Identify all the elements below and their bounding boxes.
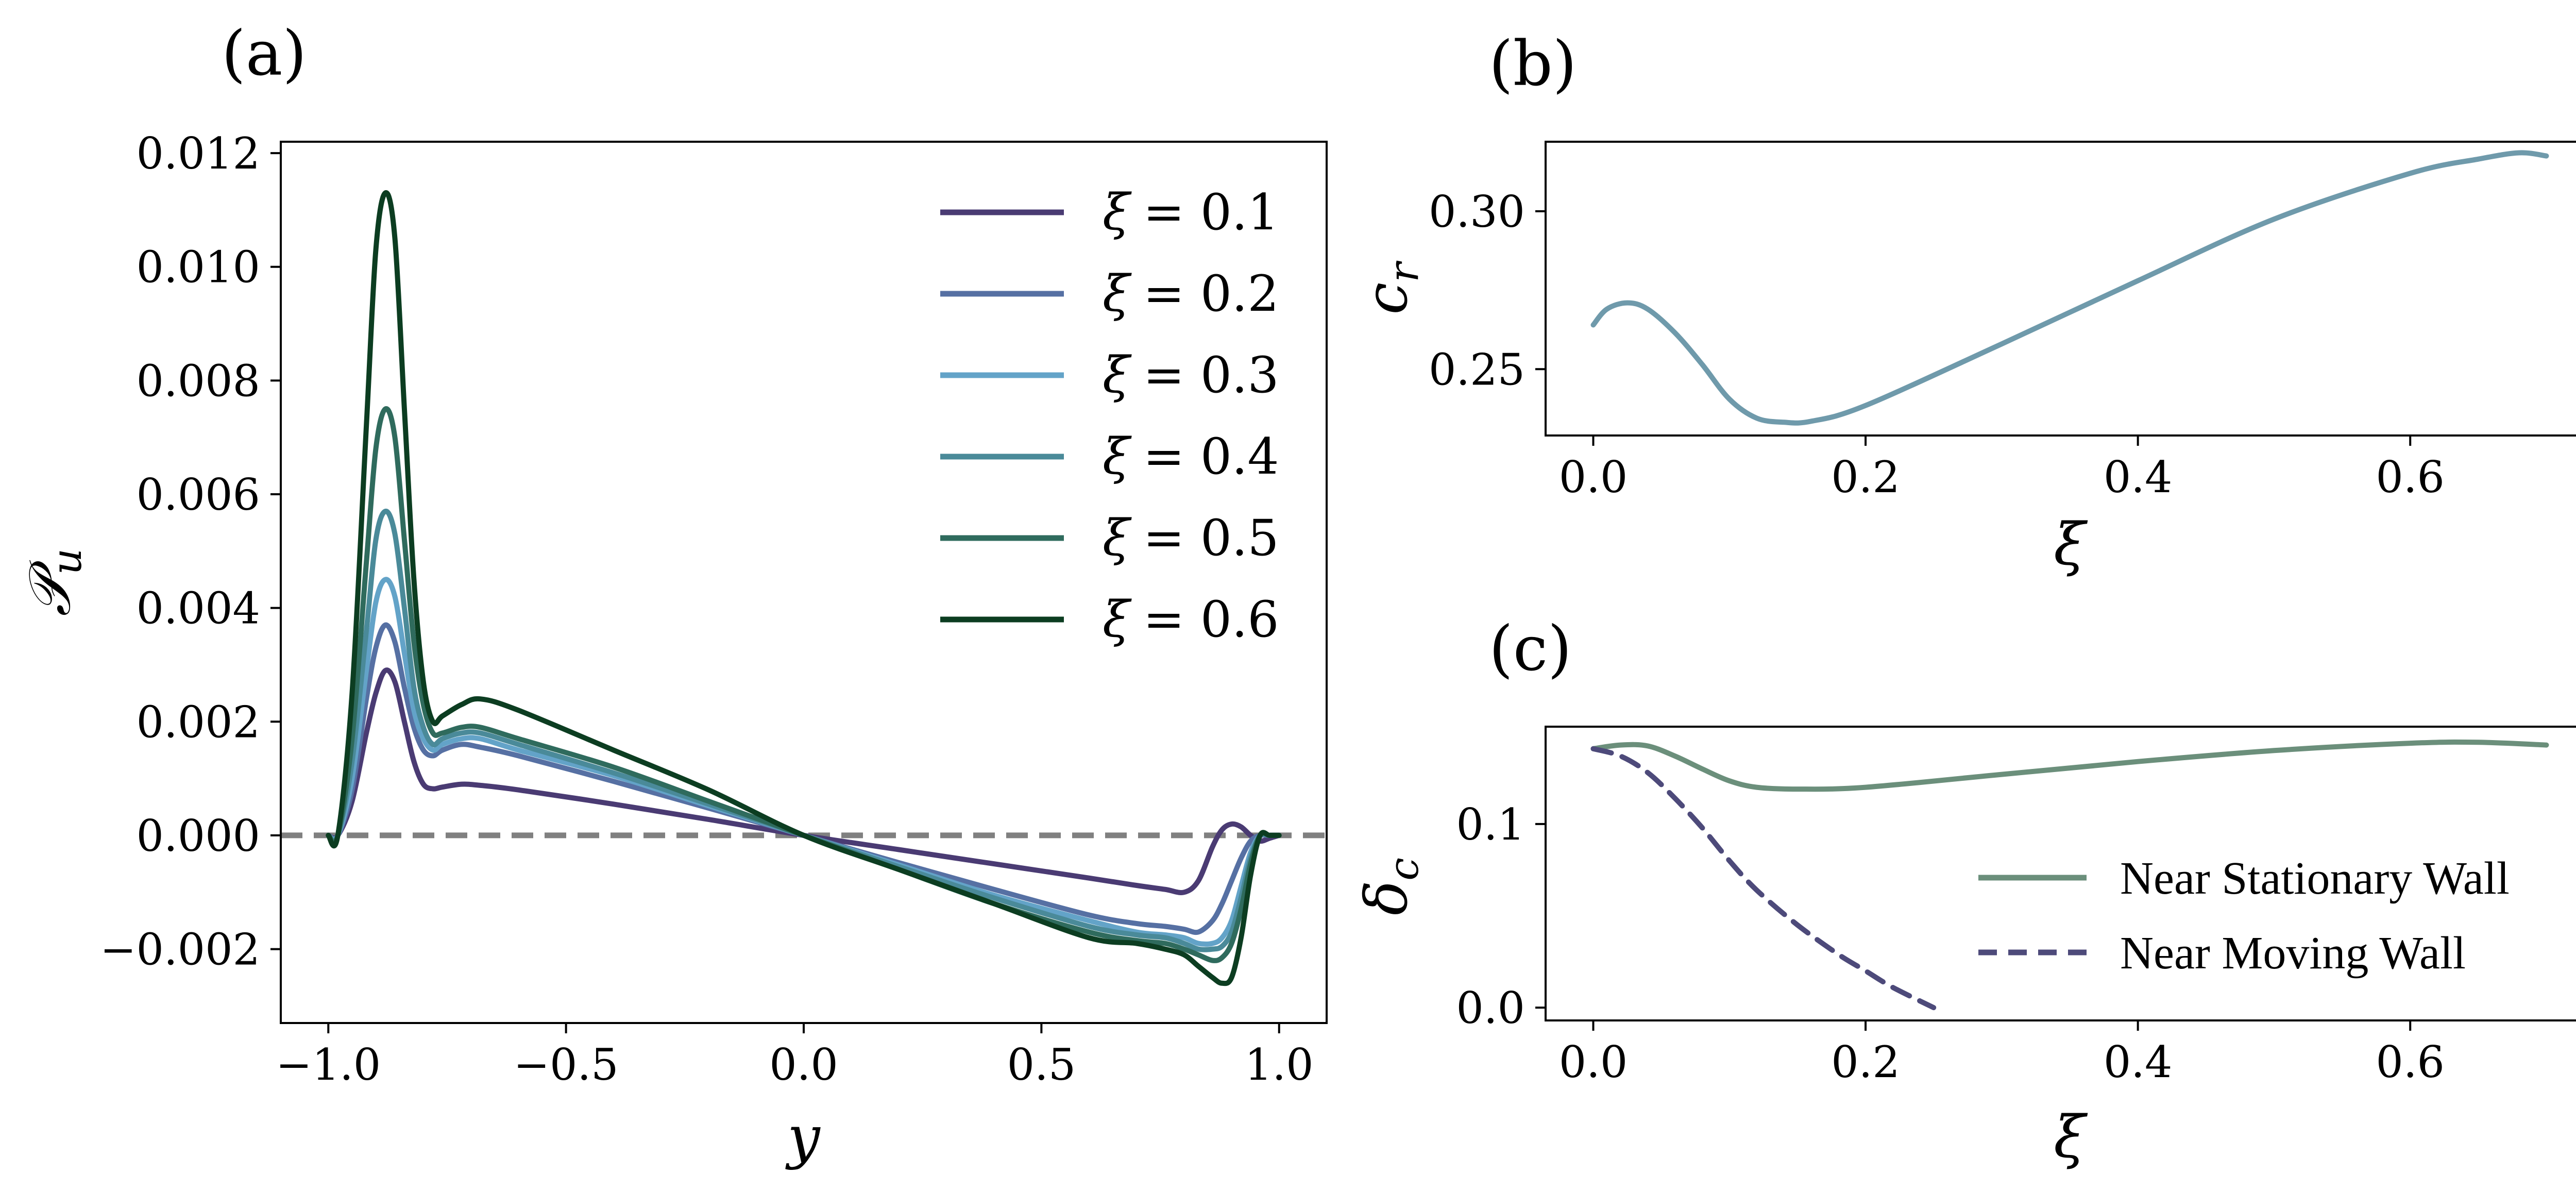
y-tick-label-a: 0.010 bbox=[137, 242, 260, 293]
panel-c-ylabel: δc bbox=[1353, 858, 1428, 915]
panel-c: (c) 0.0 0.2 0.4 0.6 0.0 0.1 ξ δc Near Station… bbox=[1353, 613, 2576, 1171]
series-line-c-0 bbox=[1590, 739, 2549, 792]
series-line-b-0 bbox=[1590, 150, 2549, 426]
panel-a-xlabel: y bbox=[785, 1104, 821, 1171]
panel-b-plot bbox=[1590, 150, 2549, 426]
panel-c-ticks: 0.0 0.2 0.4 0.6 0.0 0.1 bbox=[1456, 799, 2445, 1087]
panel-c-frame bbox=[1545, 726, 2576, 1021]
legend-label-a-5: ξ = 0.6 bbox=[1103, 591, 1279, 648]
y-tick-label-a: −0.002 bbox=[100, 925, 260, 975]
y-tick-label-a: 0.012 bbox=[137, 128, 260, 179]
legend-label-a-0: ξ = 0.1 bbox=[1103, 183, 1279, 241]
y-tick-label-a: 0.006 bbox=[137, 470, 260, 520]
x-tick-label-c: 0.6 bbox=[2376, 1037, 2445, 1087]
panel-a-legend: ξ = 0.1 ξ = 0.2 ξ = 0.3 ξ = 0.4 ξ = 0.5 ξ = 0.6 bbox=[940, 183, 1279, 648]
x-tick-label-c: 0.2 bbox=[1831, 1037, 1900, 1087]
legend-label-a-4: ξ = 0.5 bbox=[1103, 509, 1279, 567]
y-tick-label-a: 0.000 bbox=[137, 811, 260, 861]
panel-a-ticks: −1.0 −0.5 0.0 0.5 1.0 −0.002 0.000 0.002 0.004 0.… bbox=[100, 128, 1313, 1090]
panel-a-ylabel: 𝒫u bbox=[16, 548, 91, 616]
series-line-a-3 bbox=[326, 509, 1282, 952]
panel-b-ticks: 0.0 0.2 0.4 0.6 0.25 0.30 bbox=[1429, 187, 2445, 502]
panel-b-label: (b) bbox=[1489, 28, 1577, 100]
y-tick-label-c: 0.0 bbox=[1456, 983, 1525, 1033]
x-tick-label-c: 0.0 bbox=[1559, 1037, 1628, 1087]
y-tick-label-a: 0.008 bbox=[137, 356, 260, 406]
x-tick-label-b: 0.6 bbox=[2376, 452, 2445, 502]
panel-c-label: (c) bbox=[1489, 613, 1572, 685]
panel-b-ylabel-sub: r bbox=[1380, 260, 1428, 282]
x-tick-label-a: −0.5 bbox=[514, 1040, 619, 1090]
series-line-a-5 bbox=[326, 190, 1282, 986]
panel-b-ylabel: cr bbox=[1353, 260, 1428, 315]
x-tick-label-a: 0.0 bbox=[769, 1040, 838, 1090]
legend-label-a-2: ξ = 0.3 bbox=[1103, 346, 1279, 404]
panel-b: (b) 0.0 0.2 0.4 0.6 0.25 0.30 ξ cr bbox=[1353, 28, 2576, 578]
y-tick-label-a: 0.004 bbox=[137, 583, 260, 634]
panel-a-label: (a) bbox=[222, 18, 307, 90]
series-line-c-1 bbox=[1590, 746, 1937, 1011]
panel-b-ylabel-main: c bbox=[1353, 282, 1420, 315]
panel-c-xlabel: ξ bbox=[2054, 1104, 2088, 1171]
series-line-a-0 bbox=[326, 667, 1282, 895]
x-tick-label-a: −1.0 bbox=[276, 1040, 381, 1090]
y-tick-label-c: 0.1 bbox=[1456, 799, 1525, 850]
x-tick-label-b: 0.2 bbox=[1831, 452, 1900, 502]
panel-a-ylabel-sub: u bbox=[43, 548, 91, 575]
x-tick-label-a: 0.5 bbox=[1007, 1040, 1076, 1090]
x-tick-label-b: 0.4 bbox=[2104, 452, 2173, 502]
panel-c-ylabel-sub: c bbox=[1380, 858, 1428, 881]
panel-b-xlabel: ξ bbox=[2054, 511, 2088, 578]
legend-label-a-1: ξ = 0.2 bbox=[1103, 265, 1279, 323]
panel-c-legend: Near Stationary Wall Near Moving Wall bbox=[1978, 853, 2510, 979]
series-line-a-2 bbox=[326, 577, 1282, 947]
panel-a: (a) −1.0 −0.5 0.0 0.5 1.0 −0.002 0.000 0.002 0.0… bbox=[16, 18, 1328, 1171]
series-line-a-4 bbox=[326, 406, 1282, 963]
y-tick-label-b: 0.25 bbox=[1429, 344, 1525, 395]
x-tick-label-a: 1.0 bbox=[1245, 1040, 1314, 1090]
y-tick-label-a: 0.002 bbox=[137, 697, 260, 747]
panel-c-plot bbox=[1590, 739, 2549, 1011]
legend-label-c-1: Near Moving Wall bbox=[2120, 928, 2466, 979]
legend-label-c-0: Near Stationary Wall bbox=[2120, 853, 2510, 904]
legend-label-a-3: ξ = 0.4 bbox=[1103, 428, 1279, 485]
y-tick-label-b: 0.30 bbox=[1429, 187, 1525, 237]
panel-a-plot bbox=[281, 190, 1327, 986]
panel-b-frame bbox=[1545, 141, 2576, 437]
panel-c-ylabel-main: δ bbox=[1353, 881, 1420, 915]
x-tick-label-c: 0.4 bbox=[2104, 1037, 2173, 1087]
x-tick-label-b: 0.0 bbox=[1559, 452, 1628, 502]
